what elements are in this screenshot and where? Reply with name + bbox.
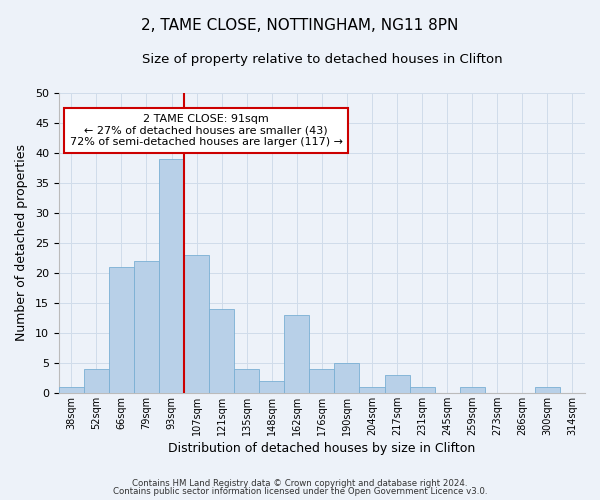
Bar	[284, 315, 310, 393]
Bar	[59, 387, 84, 393]
Text: Contains HM Land Registry data © Crown copyright and database right 2024.: Contains HM Land Registry data © Crown c…	[132, 478, 468, 488]
Bar	[310, 369, 334, 393]
X-axis label: Distribution of detached houses by size in Clifton: Distribution of detached houses by size …	[168, 442, 476, 455]
Y-axis label: Number of detached properties: Number of detached properties	[15, 144, 28, 342]
Bar	[184, 255, 209, 393]
Bar	[209, 309, 234, 393]
Bar	[159, 159, 184, 393]
Bar	[234, 369, 259, 393]
Bar	[359, 387, 385, 393]
Text: 2 TAME CLOSE: 91sqm
← 27% of detached houses are smaller (43)
72% of semi-detach: 2 TAME CLOSE: 91sqm ← 27% of detached ho…	[70, 114, 343, 147]
Bar	[134, 261, 159, 393]
Text: Contains public sector information licensed under the Open Government Licence v3: Contains public sector information licen…	[113, 487, 487, 496]
Bar	[84, 369, 109, 393]
Bar	[109, 267, 134, 393]
Bar	[535, 387, 560, 393]
Bar	[334, 363, 359, 393]
Text: 2, TAME CLOSE, NOTTINGHAM, NG11 8PN: 2, TAME CLOSE, NOTTINGHAM, NG11 8PN	[142, 18, 458, 32]
Bar	[259, 381, 284, 393]
Title: Size of property relative to detached houses in Clifton: Size of property relative to detached ho…	[142, 52, 502, 66]
Bar	[410, 387, 434, 393]
Bar	[385, 375, 410, 393]
Bar	[460, 387, 485, 393]
